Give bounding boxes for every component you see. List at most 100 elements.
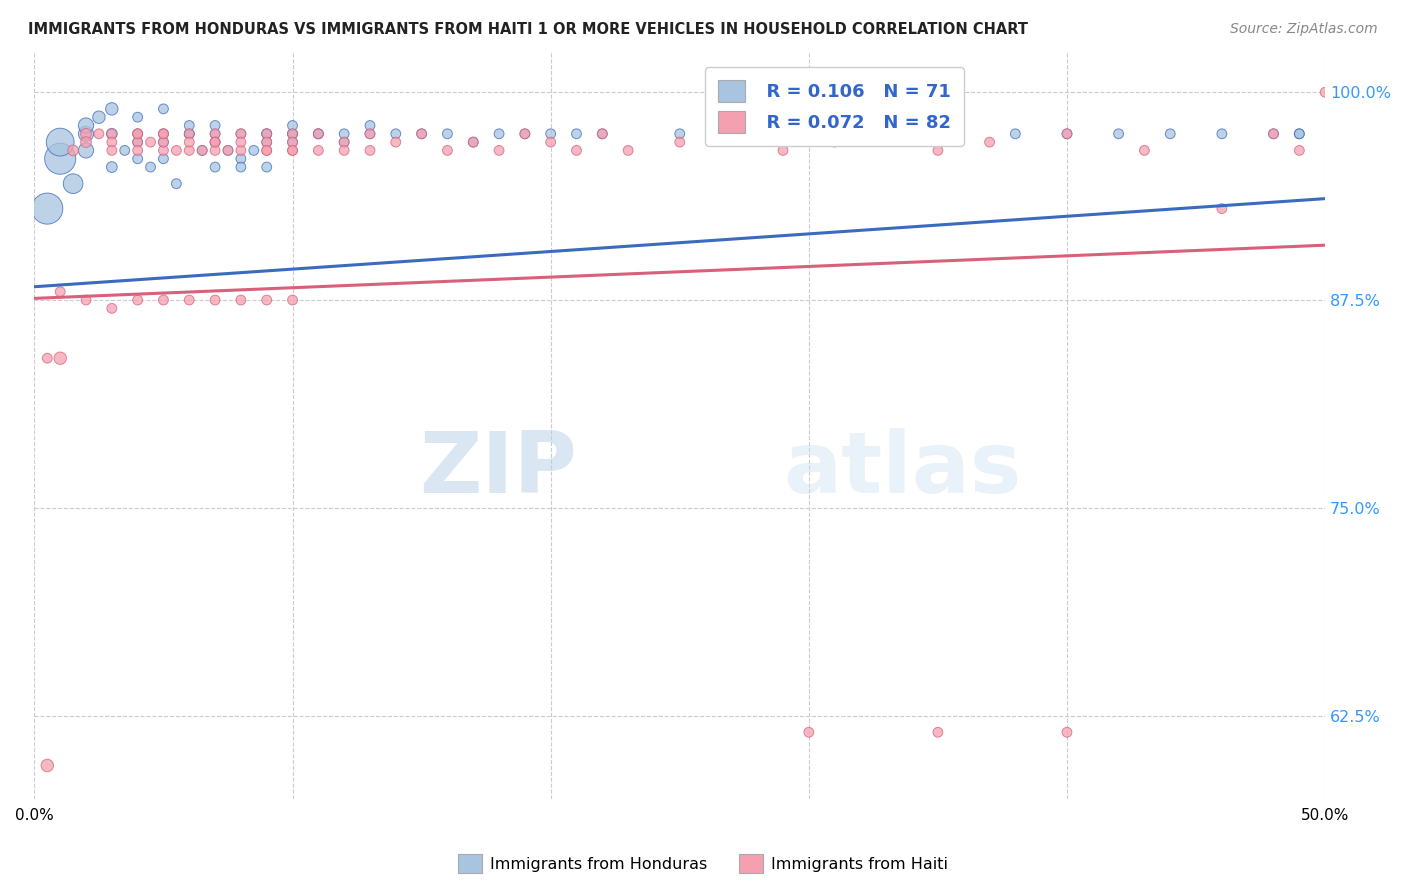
Point bbox=[1288, 127, 1310, 141]
Text: atlas: atlas bbox=[783, 428, 1021, 511]
Point bbox=[87, 127, 110, 141]
Point bbox=[333, 135, 356, 149]
Point bbox=[256, 160, 278, 174]
Point bbox=[217, 144, 239, 158]
Point bbox=[256, 144, 278, 158]
Point bbox=[1288, 144, 1310, 158]
Point bbox=[281, 119, 304, 133]
Point bbox=[75, 293, 97, 307]
Point bbox=[436, 127, 458, 141]
Point bbox=[101, 160, 124, 174]
Point bbox=[179, 293, 201, 307]
Point bbox=[488, 144, 510, 158]
Point bbox=[927, 725, 949, 739]
Point bbox=[49, 285, 72, 299]
Point bbox=[307, 127, 329, 141]
Point bbox=[114, 144, 136, 158]
Point bbox=[463, 135, 485, 149]
Point bbox=[127, 144, 149, 158]
Point bbox=[333, 144, 356, 158]
Point bbox=[75, 127, 97, 141]
Point bbox=[307, 127, 329, 141]
Point bbox=[513, 127, 536, 141]
Point bbox=[204, 127, 226, 141]
Point bbox=[824, 135, 846, 149]
Point bbox=[127, 127, 149, 141]
Point bbox=[152, 127, 174, 141]
Point bbox=[668, 127, 690, 141]
Point bbox=[384, 135, 406, 149]
Legend:   R = 0.106   N = 71,   R = 0.072   N = 82: R = 0.106 N = 71, R = 0.072 N = 82 bbox=[706, 67, 965, 145]
Point bbox=[101, 127, 124, 141]
Point bbox=[256, 127, 278, 141]
Point bbox=[359, 119, 381, 133]
Point bbox=[139, 160, 162, 174]
Point bbox=[359, 127, 381, 141]
Point bbox=[1313, 85, 1336, 99]
Point bbox=[229, 152, 252, 166]
Point bbox=[127, 135, 149, 149]
Point bbox=[127, 110, 149, 124]
Point bbox=[179, 119, 201, 133]
Point bbox=[488, 127, 510, 141]
Point bbox=[720, 127, 742, 141]
Point bbox=[901, 127, 924, 141]
Point bbox=[179, 135, 201, 149]
Point bbox=[565, 144, 588, 158]
Point bbox=[204, 135, 226, 149]
Point bbox=[747, 127, 769, 141]
Point bbox=[772, 144, 794, 158]
Point bbox=[127, 293, 149, 307]
Point bbox=[411, 127, 433, 141]
Point bbox=[75, 135, 97, 149]
Point bbox=[127, 127, 149, 141]
Point bbox=[229, 144, 252, 158]
Point bbox=[101, 127, 124, 141]
Point bbox=[256, 127, 278, 141]
Point bbox=[204, 135, 226, 149]
Point bbox=[101, 301, 124, 316]
Point bbox=[1263, 127, 1285, 141]
Point bbox=[1159, 127, 1181, 141]
Point bbox=[179, 127, 201, 141]
Point bbox=[191, 144, 214, 158]
Point bbox=[359, 127, 381, 141]
Point bbox=[281, 144, 304, 158]
Point bbox=[849, 127, 872, 141]
Point bbox=[256, 135, 278, 149]
Point bbox=[281, 127, 304, 141]
Point bbox=[307, 144, 329, 158]
Point bbox=[229, 160, 252, 174]
Point bbox=[333, 135, 356, 149]
Point bbox=[797, 725, 820, 739]
Point bbox=[411, 127, 433, 141]
Point bbox=[217, 144, 239, 158]
Point bbox=[281, 135, 304, 149]
Point bbox=[87, 110, 110, 124]
Point bbox=[49, 135, 72, 149]
Point bbox=[37, 758, 59, 772]
Point bbox=[1108, 127, 1130, 141]
Point bbox=[875, 127, 897, 141]
Point bbox=[152, 135, 174, 149]
Point bbox=[359, 144, 381, 158]
Point bbox=[152, 135, 174, 149]
Point bbox=[384, 127, 406, 141]
Point bbox=[1133, 144, 1156, 158]
Point bbox=[256, 135, 278, 149]
Point bbox=[139, 135, 162, 149]
Point bbox=[1263, 127, 1285, 141]
Point bbox=[256, 127, 278, 141]
Point bbox=[513, 127, 536, 141]
Point bbox=[204, 127, 226, 141]
Point bbox=[540, 135, 562, 149]
Point bbox=[565, 127, 588, 141]
Point bbox=[49, 351, 72, 366]
Text: ZIP: ZIP bbox=[419, 428, 576, 511]
Point bbox=[37, 202, 59, 216]
Point bbox=[1288, 127, 1310, 141]
Point bbox=[1056, 127, 1078, 141]
Point bbox=[62, 144, 84, 158]
Point bbox=[1004, 127, 1026, 141]
Point bbox=[256, 293, 278, 307]
